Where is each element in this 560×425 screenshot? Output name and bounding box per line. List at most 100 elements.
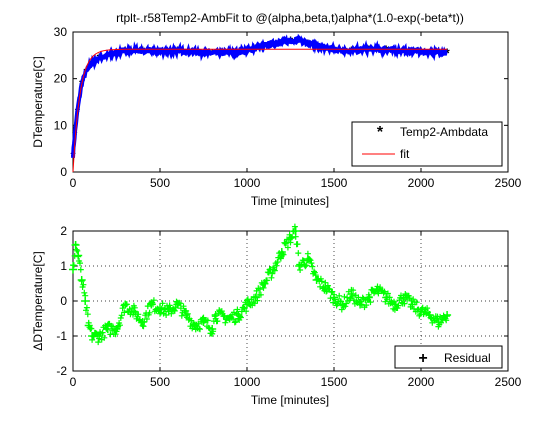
- residual-point: [399, 293, 408, 302]
- bottom-ylabel: ΔDTemperature[C]: [31, 251, 45, 350]
- residual-marker: [77, 266, 84, 273]
- residual-point: [330, 293, 338, 302]
- residual-point: [95, 332, 104, 340]
- residual-marker: [214, 318, 221, 325]
- y-tick-label: -1: [56, 329, 67, 343]
- bottom-legend: + Residual: [394, 345, 503, 369]
- residual-point: [277, 248, 286, 256]
- x-tick-label: 0: [70, 176, 77, 190]
- residual-point: [225, 314, 234, 323]
- residual-marker: [83, 304, 90, 311]
- residual-marker: [70, 262, 77, 269]
- residual-point: [364, 293, 373, 302]
- residual-marker: [274, 259, 281, 265]
- residual-marker: [311, 268, 317, 275]
- residual-point: [286, 234, 295, 242]
- top-y-ticks: 0 10 20 30: [54, 25, 508, 179]
- x-tick-label: 1500: [321, 176, 348, 190]
- residual-marker: [443, 317, 450, 324]
- residual-point: [164, 307, 173, 316]
- x-tick-label: 0: [70, 375, 77, 389]
- residual-marker: [297, 267, 304, 273]
- residual-point: [425, 311, 434, 319]
- residual-point: [173, 300, 182, 309]
- residual-marker: [146, 309, 153, 316]
- residual-point: [84, 321, 93, 330]
- residual-marker: [257, 291, 264, 298]
- residual-marker: [178, 312, 185, 319]
- residual-marker: [204, 317, 211, 324]
- residual-marker: [232, 318, 239, 325]
- y-tick-label: 2: [60, 224, 67, 238]
- residual-marker: [131, 304, 138, 311]
- residual-marker: [231, 319, 238, 326]
- x-tick-label: 2500: [495, 176, 522, 190]
- residual-marker: [269, 270, 276, 277]
- residual-marker: [257, 286, 263, 293]
- residual-marker: [112, 331, 119, 338]
- residual-marker: [265, 269, 272, 276]
- residual-point: [199, 318, 208, 326]
- top-plot: rtplt-.r58Temp2-AmbFit to @(alpha,beta,t…: [31, 11, 522, 208]
- residual-point: [291, 227, 300, 235]
- residual-marker: [197, 326, 203, 333]
- residual-point: [373, 286, 382, 295]
- residual-point: [190, 321, 199, 330]
- data-point: *: [445, 46, 451, 61]
- residual-point: [408, 300, 417, 309]
- x-tick-label: 2500: [495, 375, 522, 389]
- residual-marker: [308, 260, 315, 267]
- residual-point: [88, 332, 97, 340]
- residual-marker: [329, 288, 336, 295]
- residual-marker: [395, 302, 402, 309]
- residual-point: [303, 255, 312, 263]
- residual-point: [443, 311, 452, 319]
- residual-marker: [80, 281, 87, 288]
- top-xlabel: Time [minutes]: [251, 194, 329, 208]
- residual-point: [103, 325, 112, 333]
- residual-marker: [312, 272, 319, 279]
- residual-point: [312, 276, 321, 284]
- residual-marker: [273, 262, 280, 269]
- residual-point: [269, 265, 278, 274]
- y-tick-label: 30: [54, 25, 68, 39]
- residual-point: [321, 283, 330, 291]
- residual-marker: [74, 247, 81, 254]
- legend-marker-plus: +: [418, 350, 427, 367]
- legend-label-residual: Residual: [444, 351, 491, 365]
- bottom-plot: Time [minutes] ΔDTemperature[C] 0 500 1000…: [31, 223, 522, 407]
- residual-marker: [84, 311, 91, 318]
- residual-point: [129, 307, 138, 316]
- legend-marker-asterisk: *: [377, 124, 384, 141]
- residual-marker: [77, 260, 83, 267]
- legend-label-fit: fit: [400, 147, 410, 161]
- residual-point: [382, 293, 391, 302]
- residual-marker: [99, 329, 106, 336]
- residual-point: [417, 307, 425, 316]
- residual-point: [156, 304, 164, 312]
- residual-marker: [101, 334, 108, 341]
- residual-marker: [294, 241, 301, 248]
- residual-marker: [150, 297, 157, 304]
- residual-marker: [81, 289, 88, 296]
- residual-marker: [230, 309, 237, 316]
- residual-marker: [171, 307, 178, 314]
- residual-point: [390, 300, 399, 309]
- residual-marker: [381, 288, 388, 295]
- residual-point: [211, 311, 220, 319]
- top-title: rtplt-.r58Temp2-AmbFit to @(alpha,beta,t…: [116, 11, 464, 25]
- residual-marker: [117, 315, 124, 321]
- residual-point: [347, 290, 356, 298]
- y-tick-label: -2: [56, 364, 67, 378]
- residual-point: [434, 318, 443, 326]
- residual-point: [81, 297, 90, 305]
- residual-marker: [318, 278, 325, 285]
- bottom-y-ticks: -2 -1 0 1 2: [56, 224, 508, 378]
- residual-marker: [284, 244, 291, 251]
- residual-point: [138, 318, 147, 326]
- residual-marker: [159, 300, 166, 307]
- residual-marker: [118, 312, 125, 319]
- residual-marker: [143, 316, 150, 322]
